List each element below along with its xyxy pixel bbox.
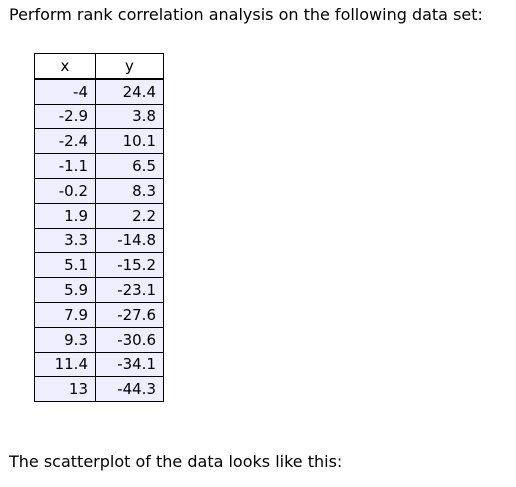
table-row: 5.9 -23.1 [34, 277, 164, 303]
cell-x: 5.9 [34, 277, 96, 303]
table-row: -0.2 8.3 [34, 177, 164, 204]
column-header-y: y [95, 52, 164, 80]
column-header-x: x [34, 52, 96, 80]
table-row: 7.9 -27.6 [34, 301, 164, 328]
table-header: x y [34, 52, 164, 80]
cell-y: 3.8 [95, 103, 164, 130]
table-row: -4 24.4 [34, 78, 164, 105]
header-row: x y [34, 52, 164, 80]
cell-x: 13 [34, 376, 96, 403]
cell-y: 8.3 [95, 177, 164, 204]
cell-x: 1.9 [34, 202, 96, 229]
table-row: 11.4 -34.1 [34, 351, 164, 378]
cell-y: 24.4 [95, 78, 164, 105]
cell-y: -44.3 [95, 376, 164, 403]
cell-x: -1.1 [34, 153, 96, 179]
cell-x: -4 [34, 78, 96, 105]
cell-y: 6.5 [95, 153, 164, 179]
cell-x: -0.2 [34, 177, 96, 204]
table-row: 9.3 -30.6 [34, 326, 164, 353]
cell-x: 11.4 [34, 351, 96, 378]
cell-y: 10.1 [95, 128, 164, 155]
table-row: -2.4 10.1 [34, 128, 164, 155]
cell-x: -2.4 [34, 128, 96, 155]
table-body: -4 24.4 -2.9 3.8 -2.4 10.1 -1.1 6.5 -0.2 8.3 1.9 2.… [34, 78, 164, 403]
cell-y: 2.2 [95, 202, 164, 229]
cell-x: -2.9 [34, 103, 96, 130]
cell-y: -23.1 [95, 277, 164, 303]
table-row: -1.1 6.5 [34, 153, 164, 179]
data-table: x y -4 24.4 -2.9 3.8 -2.4 10.1 -1.1 6.5 -0.2 8.3 1… [34, 52, 164, 403]
table-row: 3.3 -14.8 [34, 227, 164, 254]
table-row: -2.9 3.8 [34, 103, 164, 130]
cell-y: -15.2 [95, 252, 164, 279]
cell-x: 9.3 [34, 326, 96, 353]
table-row: 13 -44.3 [34, 376, 164, 403]
cell-y: -30.6 [95, 326, 164, 353]
table-row: 5.1 -15.2 [34, 252, 164, 279]
scatterplot-intro: The scatterplot of the data looks like t… [9, 452, 343, 471]
cell-x: 7.9 [34, 301, 96, 328]
cell-x: 5.1 [34, 252, 96, 279]
cell-y: -27.6 [95, 301, 164, 328]
cell-x: 3.3 [34, 227, 96, 254]
problem-statement: Perform rank correlation analysis on the… [9, 5, 483, 24]
table-row: 1.9 2.2 [34, 202, 164, 229]
cell-y: -14.8 [95, 227, 164, 254]
cell-y: -34.1 [95, 351, 164, 378]
